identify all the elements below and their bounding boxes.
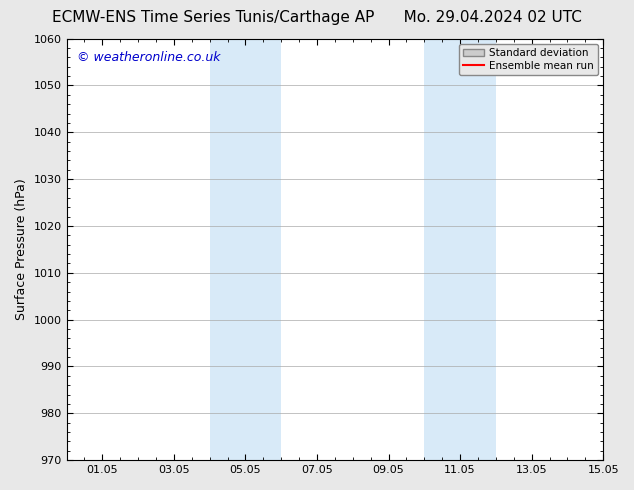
- Legend: Standard deviation, Ensemble mean run: Standard deviation, Ensemble mean run: [459, 44, 598, 75]
- Text: ECMW-ENS Time Series Tunis/Carthage AP      Mo. 29.04.2024 02 UTC: ECMW-ENS Time Series Tunis/Carthage AP M…: [52, 10, 582, 25]
- Bar: [424, 39, 496, 460]
- Y-axis label: Surface Pressure (hPa): Surface Pressure (hPa): [15, 178, 28, 320]
- Text: © weatheronline.co.uk: © weatheronline.co.uk: [77, 51, 221, 64]
- Bar: [210, 39, 281, 460]
